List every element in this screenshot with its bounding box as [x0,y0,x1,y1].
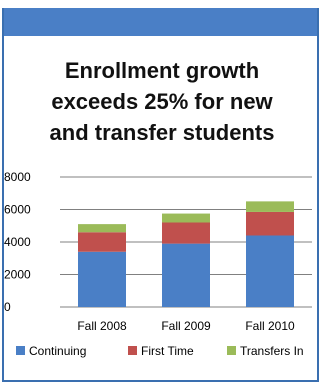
chart-title-line-3: and transfer students [49,120,275,145]
bar-segment [78,251,126,307]
panel-header-bar [4,8,317,36]
x-tick-label: Fall 2010 [245,319,295,333]
legend-label: First Time [141,344,194,358]
bar-segment [246,235,294,307]
y-tick-label: 0 [4,300,11,314]
legend-label: Continuing [29,344,86,358]
y-tick-label: 4000 [4,235,31,249]
bar-segment [78,224,126,233]
x-tick-label: Fall 2009 [161,319,211,333]
x-tick-label: Fall 2008 [77,319,127,333]
bar-segment [246,211,294,236]
chart-title: Enrollment growth exceeds 25% for new an… [0,55,324,148]
bar-segment [162,222,210,244]
legend-swatch [16,346,25,355]
chart-panel [2,8,319,382]
legend-label: Transfers In [240,344,304,358]
bar-segment [78,232,126,252]
legend-swatch [128,346,137,355]
chart-title-line-1: Enrollment growth [64,58,260,83]
y-tick-label: 6000 [4,203,31,217]
chart-title-line-2: exceeds 25% for new [51,89,273,114]
y-tick-label: 2000 [4,268,31,282]
bar-segment [162,213,210,223]
bar-segment [246,201,294,212]
legend-swatch [227,346,236,355]
bar-segment [162,243,210,307]
y-tick-label: 8000 [4,170,31,184]
